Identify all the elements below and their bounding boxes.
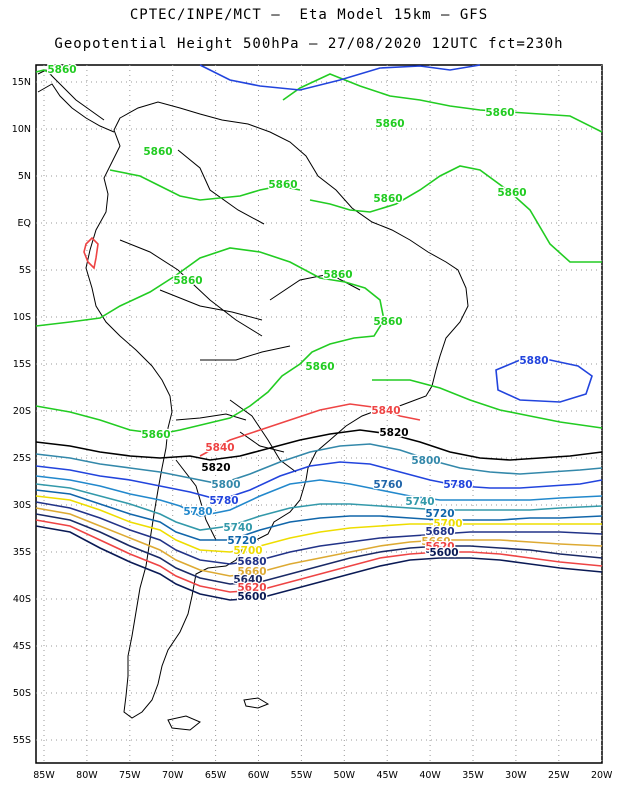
lat-tick-label: 15S [13, 359, 31, 370]
lat-tick-label: 5N [18, 171, 31, 182]
contour-5860-lines [35, 69, 603, 435]
contour-label: 5740 [405, 496, 434, 508]
lat-tick-label: 30S [13, 500, 31, 511]
lon-tick-label: 30W [505, 770, 527, 781]
contour-5840-ecuador [83, 236, 99, 270]
contour-label: 5860 [497, 187, 526, 199]
lon-tick-label: 80W [76, 770, 98, 781]
lon-tick-label: 60W [248, 770, 270, 781]
lon-tick-label: 85W [33, 770, 55, 781]
longitude-labels: 85W 80W 75W 70W 65W 60W 55W 50W 45W 40W 35W 30W 25W 2… [33, 770, 613, 781]
coastlines [37, 69, 469, 731]
contour-label: 5700 [233, 545, 262, 557]
contour-5700 [35, 495, 602, 553]
title-line-1: CPTEC/INPE/MCT – Eta Model 15km – GFS [129, 7, 489, 23]
contour-5740 [35, 483, 603, 531]
lat-tick-label: 20S [13, 406, 31, 417]
contour-label: 5860 [143, 146, 172, 158]
contour-band [35, 403, 603, 601]
contour-5620 [35, 519, 603, 593]
contour-labels: 5860 5860 5860 5860 5860 5860 5860 5860 5860 5860… [46, 63, 550, 605]
lat-tick-label: 25S [13, 453, 31, 464]
contour-label: 5720 [425, 508, 454, 520]
contour-label: 5600 [429, 547, 458, 559]
country-borders [119, 149, 361, 541]
lon-tick-label: 75W [119, 770, 141, 781]
contour-label: 5860 [173, 275, 202, 287]
lat-tick-label: 55S [13, 735, 31, 746]
contour-5760 [35, 475, 603, 517]
lat-tick-label: 10N [12, 124, 31, 135]
contour-label: 5860 [375, 118, 404, 130]
lon-tick-label: 20W [591, 770, 613, 781]
lon-tick-label: 25W [548, 770, 570, 781]
latitude-labels: 15N 10N 5N EQ 5S 10S 15S 20S 25S 30S 35S 40S 45S 50S 5… [12, 77, 31, 746]
contour-5880-lines [199, 64, 593, 403]
contour-label: 5780 [183, 506, 212, 518]
contour-label: 5620 [425, 541, 454, 553]
lat-tick-label: 40S [13, 594, 31, 605]
lat-tick-label: 10S [13, 312, 31, 323]
central-america-pacific [37, 69, 105, 121]
contour-label: 5860 [485, 107, 514, 119]
contour-5800 [35, 443, 603, 485]
contour-label: 5680 [237, 556, 266, 568]
lon-tick-label: 55W [291, 770, 313, 781]
contour-label: 5820 [379, 427, 408, 439]
contour-label: 5680 [425, 526, 454, 538]
lat-tick-label: 50S [13, 688, 31, 699]
contour-label: 5860 [47, 64, 76, 76]
contour-5840 [199, 403, 421, 457]
contour-label: 5760 [373, 479, 402, 491]
south-america-coast [85, 101, 469, 719]
contour-5720 [35, 489, 603, 541]
lat-tick-label: 5S [19, 265, 31, 276]
contour-label: 5860 [141, 429, 170, 441]
contour-5780 [35, 461, 603, 501]
contour-label: 5860 [373, 316, 402, 328]
contour-label: 5860 [323, 269, 352, 281]
contour-label: 5720 [227, 535, 256, 547]
lon-tick-label: 50W [334, 770, 356, 781]
lon-tick-label: 35W [462, 770, 484, 781]
contour-label: 5780 [443, 479, 472, 491]
contour-label: 5860 [373, 193, 402, 205]
falkland-islands [243, 697, 270, 709]
contour-label: 5640 [233, 574, 262, 586]
contour-label: 5660 [237, 566, 266, 578]
contour-label: 5600 [237, 591, 266, 603]
contour-label: 5800 [211, 479, 240, 491]
lon-tick-label: 45W [376, 770, 398, 781]
contour-5660 [35, 507, 603, 577]
contour-label: 5660 [421, 536, 450, 548]
contour-label: 5840 [205, 442, 234, 454]
title-line-2: Geopotential Height 500hPa – 27/08/2020 … [54, 36, 564, 52]
contour-label: 5740 [223, 522, 252, 534]
contour-label: 5840 [371, 405, 400, 417]
contour-5680 [35, 501, 603, 565]
contour-5600 [35, 525, 603, 601]
contour-label: 5620 [237, 582, 266, 594]
lon-tick-label: 40W [419, 770, 441, 781]
contour-5640 [35, 513, 603, 585]
map-frame [35, 64, 603, 764]
lat-tick-label: EQ [18, 218, 31, 229]
contour-5820 [35, 429, 603, 461]
contour-label: 5780 [209, 495, 238, 507]
central-america-coast [37, 83, 115, 133]
contour-label: 5640 [425, 544, 454, 556]
contour-label: 5700 [433, 518, 462, 530]
contour-label: 5880 [519, 355, 548, 367]
lon-tick-label: 65W [205, 770, 227, 781]
contour-label: 5800 [411, 455, 440, 467]
lat-tick-label: 35S [13, 547, 31, 558]
tierra-del-fuego [167, 715, 201, 731]
contour-label: 5860 [268, 179, 297, 191]
contour-label: 5820 [201, 462, 230, 474]
lat-tick-label: 45S [13, 641, 31, 652]
lat-tick-label: 15N [12, 77, 31, 88]
contour-label: 5860 [305, 361, 334, 373]
lon-tick-label: 70W [162, 770, 184, 781]
